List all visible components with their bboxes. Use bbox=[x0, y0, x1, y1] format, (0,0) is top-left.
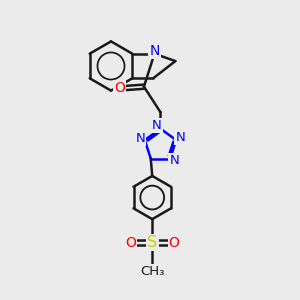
Text: O: O bbox=[169, 236, 180, 250]
Text: O: O bbox=[114, 81, 125, 95]
Text: N: N bbox=[152, 119, 162, 132]
Text: CH₃: CH₃ bbox=[140, 266, 164, 278]
Text: O: O bbox=[125, 236, 136, 250]
Text: N: N bbox=[149, 44, 160, 58]
Text: S: S bbox=[147, 235, 157, 250]
Text: N: N bbox=[169, 154, 179, 167]
Text: N: N bbox=[176, 131, 185, 144]
Text: N: N bbox=[136, 132, 146, 145]
